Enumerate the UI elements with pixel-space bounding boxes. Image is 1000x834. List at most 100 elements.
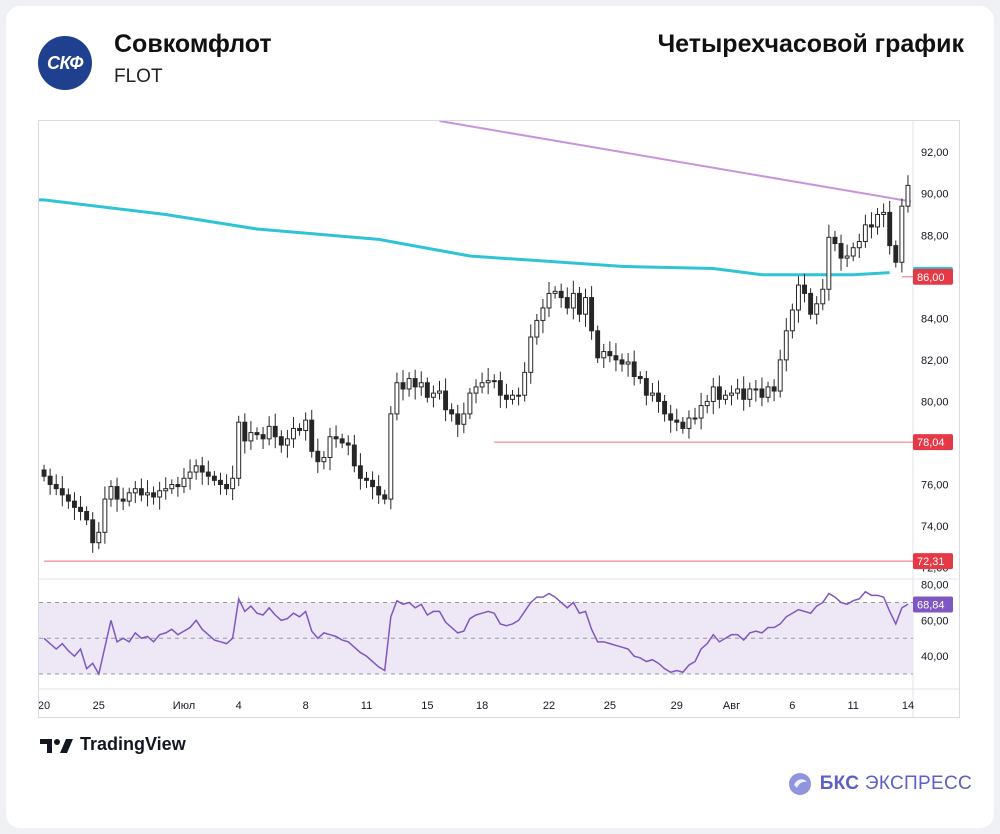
candle-down — [370, 479, 376, 488]
candle-up — [230, 477, 236, 490]
price-chart[interactable]: 92,0090,0088,0086,0084,0082,0080,0078,00… — [39, 121, 959, 717]
candle-up — [96, 531, 102, 544]
bcs-icon — [788, 773, 811, 795]
candle-down — [260, 434, 266, 440]
chart-panel[interactable]: 92,0090,0088,0086,0084,0082,0080,0078,00… — [38, 120, 960, 718]
rsi-tick-label: 60,00 — [921, 615, 949, 627]
candle-up — [187, 471, 193, 479]
candle-down — [838, 243, 844, 259]
candle-down — [668, 413, 674, 421]
candle-up — [108, 486, 114, 500]
candle-up — [777, 359, 783, 392]
candle-up — [850, 247, 856, 257]
ticker-symbol: FLOT — [114, 66, 163, 87]
candle-down — [637, 376, 643, 380]
candle-down — [400, 382, 406, 390]
candle-down — [741, 388, 747, 400]
y-tick-label: 74,00 — [921, 521, 949, 533]
candle-up — [516, 394, 522, 397]
candle-up — [710, 386, 716, 402]
candle-down — [607, 351, 613, 357]
candle-down — [364, 477, 369, 481]
candle-up — [729, 392, 734, 396]
x-tick-label: 14 — [902, 700, 914, 712]
candle-up — [905, 184, 911, 207]
candle-up — [284, 438, 290, 446]
candle-down — [832, 236, 838, 245]
x-tick-label: 6 — [789, 700, 795, 712]
candle-up — [875, 213, 880, 228]
x-tick-label: 20 — [39, 700, 50, 712]
candle-down — [503, 394, 509, 400]
candles-group — [41, 175, 911, 553]
candle-up — [163, 488, 169, 492]
x-tick-label: 11 — [847, 700, 858, 712]
candle-up — [169, 484, 175, 490]
candle-down — [59, 488, 65, 496]
candle-down — [656, 392, 661, 402]
y-tick-label: 80,00 — [921, 396, 949, 408]
candle-down — [771, 386, 777, 392]
candle-up — [570, 292, 576, 309]
candle-up — [291, 427, 296, 440]
candle-up — [625, 361, 631, 365]
candle-down — [631, 361, 637, 378]
tradingview-logo: TradingView — [40, 734, 186, 755]
candle-up — [546, 292, 552, 309]
x-tick-label: 18 — [476, 700, 488, 712]
candle-up — [491, 380, 497, 383]
x-tick-label: 15 — [421, 700, 433, 712]
candle-up — [844, 255, 850, 259]
x-tick-label: Авг — [723, 700, 740, 712]
candle-up — [747, 388, 753, 400]
candle-down — [53, 484, 59, 490]
price-label-box — [913, 434, 953, 451]
candle-down — [339, 438, 345, 444]
candle-up — [881, 211, 887, 215]
candle-up — [735, 388, 741, 394]
candle-up — [321, 457, 327, 463]
candle-up — [753, 388, 759, 391]
candle-up — [394, 382, 400, 415]
candle-up — [783, 330, 789, 361]
x-tick-label: Июл — [173, 700, 195, 712]
candle-up — [473, 386, 479, 394]
candle-down — [424, 382, 430, 398]
candle-up — [193, 465, 199, 473]
y-tick-label: 90,00 — [921, 189, 949, 201]
rsi-tick-label: 80,00 — [921, 580, 949, 592]
candle-down — [120, 498, 126, 502]
bcs-brand: БКС — [819, 773, 860, 794]
candle-down — [205, 471, 211, 477]
candle-down — [808, 292, 814, 315]
candle-down — [802, 284, 807, 294]
tradingview-icon — [40, 738, 73, 753]
trendline — [439, 121, 912, 203]
candle-down — [90, 519, 96, 544]
candle-up — [102, 498, 108, 533]
candle-down — [376, 486, 382, 496]
y-tick-label: 92,00 — [921, 147, 949, 159]
rsi-tick-label: 40,00 — [921, 651, 949, 663]
candle-down — [114, 486, 120, 500]
x-tick-label: 25 — [93, 700, 105, 712]
candle-up — [406, 378, 412, 390]
candle-up — [722, 394, 728, 400]
candle-down — [564, 297, 570, 309]
chart-title: Четырехчасовой график — [657, 30, 964, 58]
candle-up — [132, 488, 138, 494]
candle-up — [704, 400, 710, 407]
x-tick-label: 25 — [604, 700, 616, 712]
candle-down — [589, 297, 595, 332]
candle-up — [510, 394, 515, 400]
candle-down — [272, 425, 278, 438]
candle-up — [899, 205, 905, 263]
candle-up — [552, 290, 558, 294]
candle-up — [522, 371, 528, 396]
candle-down — [199, 465, 205, 473]
candle-down — [84, 511, 90, 521]
candle-up — [467, 392, 473, 415]
price-label-box — [913, 553, 953, 570]
candle-down — [78, 506, 83, 513]
candle-down — [716, 386, 722, 400]
